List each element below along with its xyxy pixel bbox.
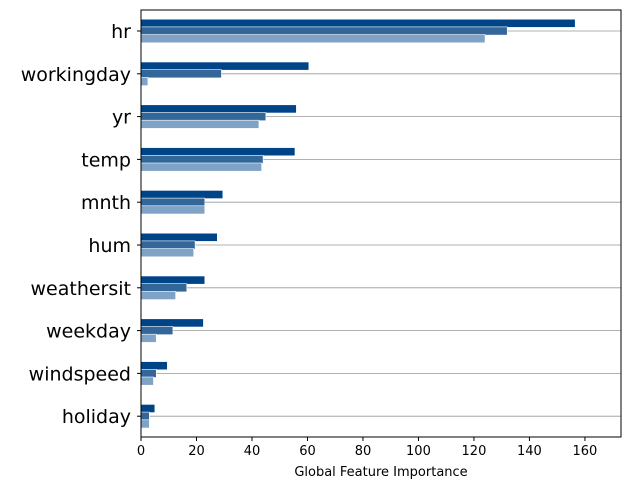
x-tick-label: 40: [244, 444, 261, 459]
category-label-weekday: weekday: [46, 321, 131, 343]
bar-holiday-s3: [140, 419, 150, 429]
bar-windspeed-s2: [140, 368, 157, 378]
bar-temp-s3: [140, 162, 262, 172]
category-label-holiday: holiday: [62, 406, 131, 428]
bar-hum-s1: [140, 232, 218, 242]
bar-mnth-s1: [140, 190, 224, 199]
x-tick-label: 20: [188, 444, 205, 459]
category-label-hum: hum: [88, 235, 131, 257]
y-categories: hr workingday yr temp mnth hum weathersit weekd…: [21, 21, 141, 428]
category-label-temp: temp: [81, 149, 131, 171]
bar-hr-s1: [140, 18, 576, 28]
bar-yr-s2: [140, 112, 267, 121]
x-axis-label: Global Feature Importance: [294, 465, 467, 480]
bar-yr-s1: [140, 104, 297, 114]
x-tick-label: 140: [517, 444, 542, 459]
bar-temp-s1: [140, 147, 296, 157]
bars-layer: [140, 18, 576, 429]
grid-layer: [141, 30, 621, 417]
x-ticks: 0 20 40 60 80 100 120 140 160: [137, 437, 597, 459]
bar-mnth-s3: [140, 205, 206, 215]
x-tick-label: 80: [355, 444, 372, 459]
x-tick-label: 100: [406, 444, 431, 459]
bar-hum-s3: [140, 248, 195, 258]
bar-workingday-s2: [140, 69, 222, 79]
bar-workingday-s3: [140, 77, 149, 86]
bar-mnth-s2: [140, 197, 206, 207]
bar-weathersit-s3: [140, 291, 176, 300]
category-label-weathersit: weathersit: [31, 278, 132, 300]
bar-hr-s3: [140, 34, 486, 44]
bar-holiday-s1: [140, 404, 156, 413]
x-tick-label: 120: [462, 444, 487, 459]
bar-windspeed-s1: [140, 361, 168, 371]
bar-weekday-s2: [140, 326, 174, 335]
plot-frame: [140, 9, 622, 438]
bar-weathersit-s2: [140, 283, 188, 293]
bar-holiday-s2: [140, 411, 150, 421]
x-tick-label: 160: [573, 444, 598, 459]
category-label-yr: yr: [112, 107, 131, 129]
category-label-hr: hr: [111, 21, 131, 43]
category-label-mnth: mnth: [81, 192, 131, 214]
bar-yr-s3: [140, 119, 260, 129]
category-label-windspeed: windspeed: [29, 363, 131, 385]
x-tick-label: 0: [137, 444, 145, 459]
bar-temp-s2: [140, 155, 264, 164]
bar-weathersit-s1: [140, 275, 206, 285]
bar-windspeed-s3: [140, 376, 154, 386]
category-label-workingday: workingday: [21, 64, 131, 86]
bar-workingday-s1: [140, 61, 310, 71]
bar-weekday-s3: [140, 333, 157, 343]
x-tick-label: 60: [299, 444, 316, 459]
bar-hr-s2: [140, 26, 508, 36]
bar-hum-s2: [140, 240, 196, 250]
bar-weekday-s1: [140, 318, 204, 328]
